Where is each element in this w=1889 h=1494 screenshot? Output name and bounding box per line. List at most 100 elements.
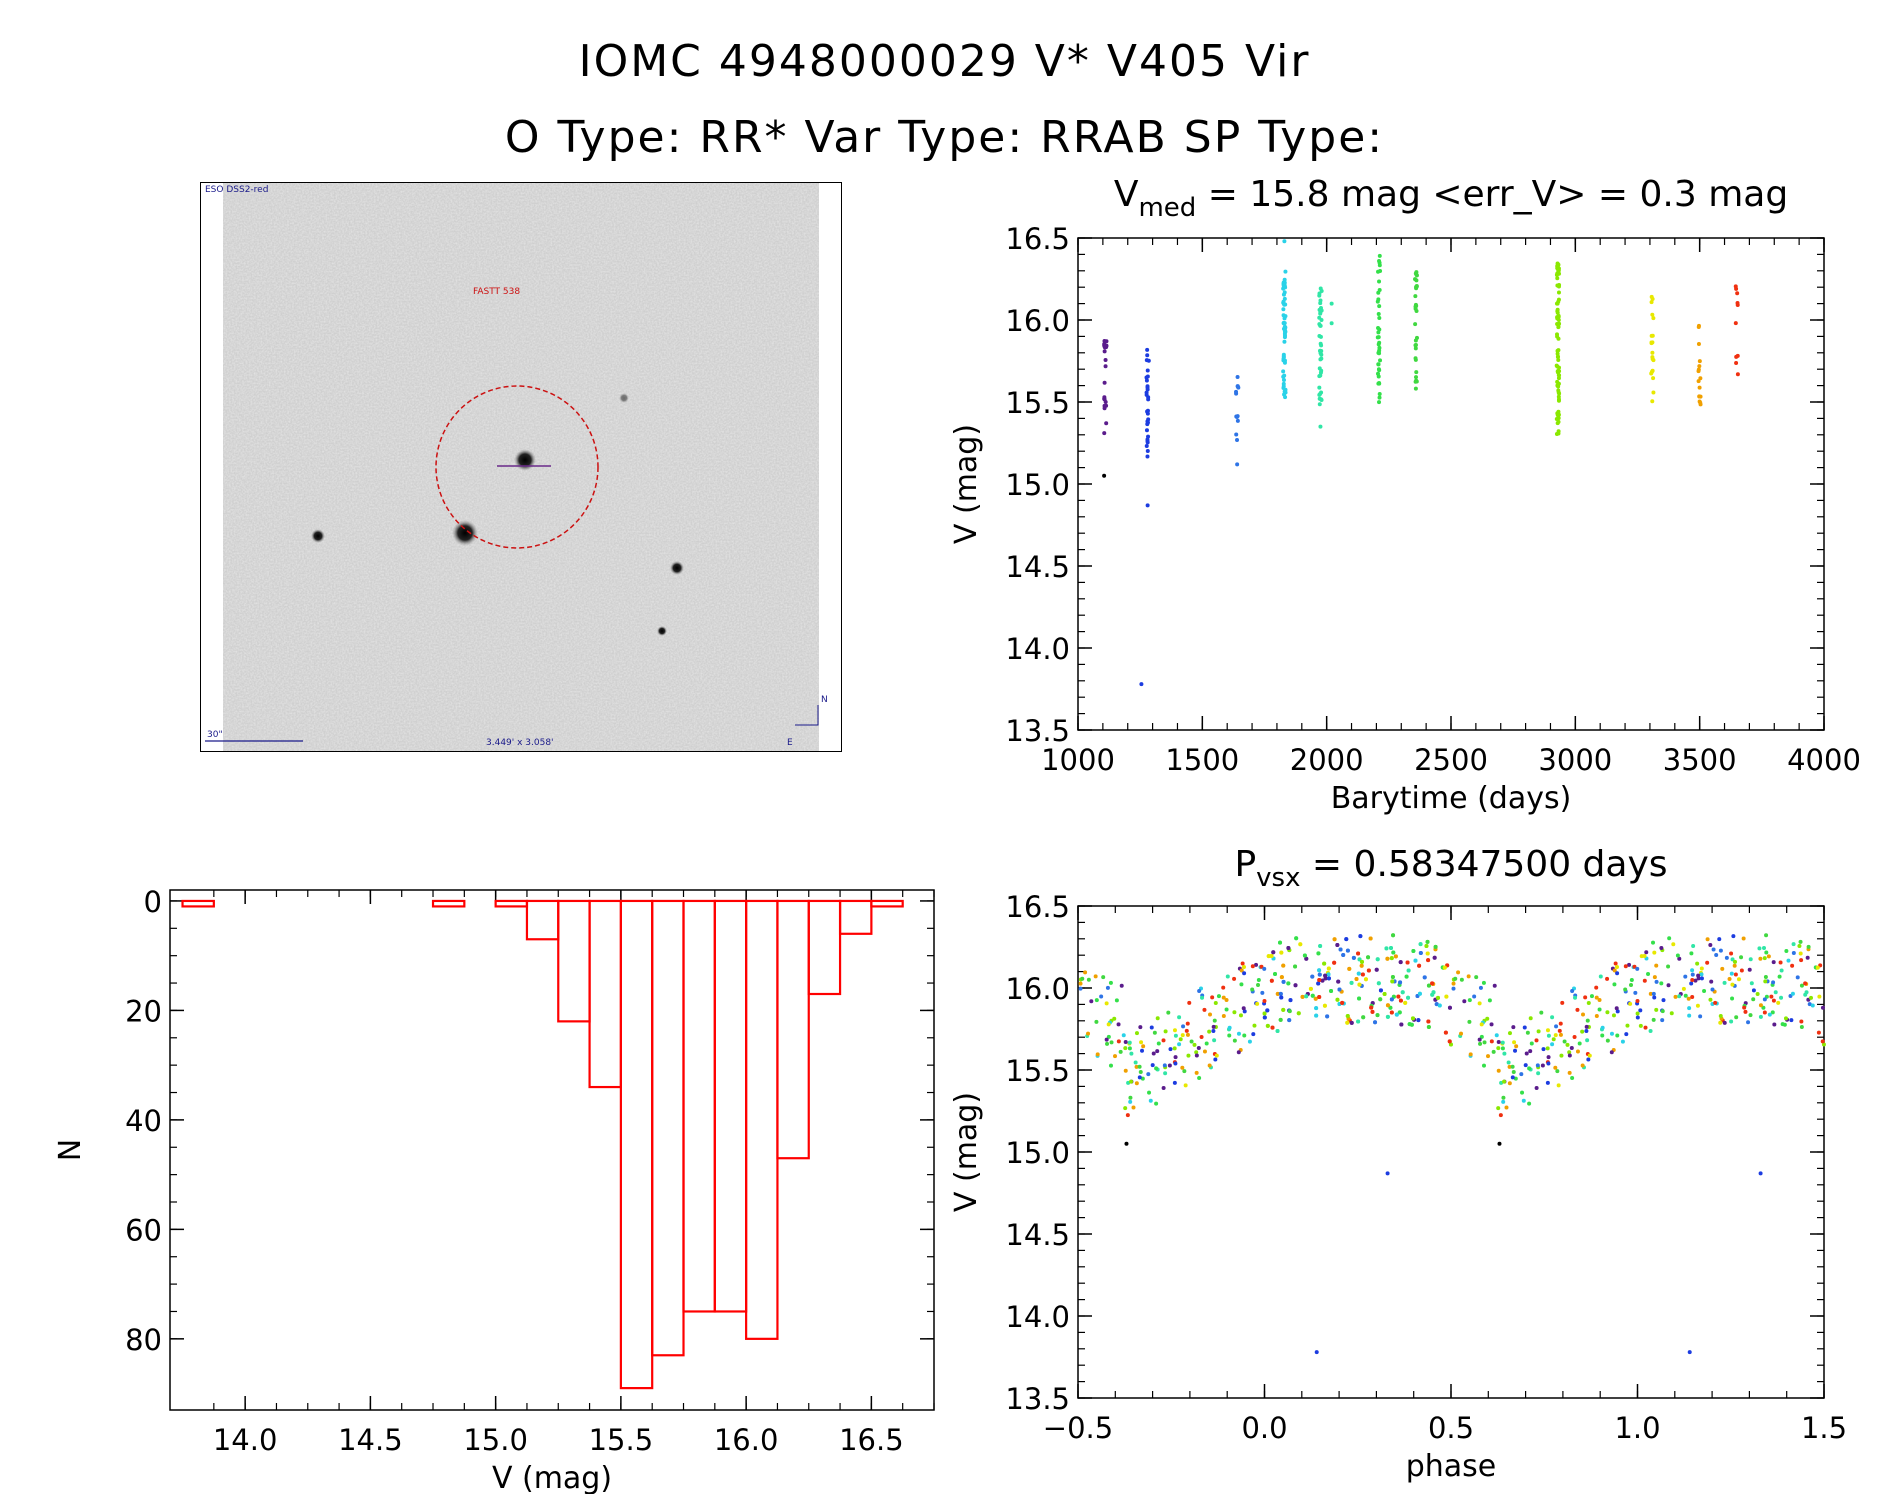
data-point xyxy=(1659,981,1664,986)
data-point xyxy=(1448,1042,1453,1047)
data-point xyxy=(1149,1025,1154,1030)
data-point xyxy=(1478,985,1483,990)
x-tick-label: 15.0 xyxy=(463,1423,528,1457)
data-point xyxy=(1799,958,1804,963)
data-point xyxy=(1803,981,1808,986)
data-point xyxy=(1687,1006,1692,1011)
histogram-bar xyxy=(619,899,654,1390)
data-point xyxy=(1398,960,1403,965)
data-point xyxy=(1550,1015,1555,1020)
data-point xyxy=(1629,978,1634,983)
data-point xyxy=(1388,1005,1393,1010)
data-point xyxy=(1140,1048,1145,1053)
data-point xyxy=(1376,326,1381,331)
data-point xyxy=(1375,1013,1380,1018)
data-point xyxy=(1282,239,1287,244)
data-point xyxy=(1101,975,1106,980)
data-point xyxy=(1146,358,1151,363)
x-tick-label: 16.0 xyxy=(714,1423,779,1457)
data-point xyxy=(1500,1040,1505,1045)
data-point xyxy=(1729,971,1734,976)
data-point xyxy=(1241,1006,1246,1011)
data-point xyxy=(1366,955,1371,960)
star xyxy=(657,626,667,636)
data-point xyxy=(1134,1081,1139,1086)
data-point xyxy=(1496,1046,1501,1051)
data-point xyxy=(1597,1007,1602,1012)
data-point xyxy=(1287,1009,1292,1014)
data-point xyxy=(1539,1010,1544,1015)
data-point xyxy=(1691,943,1696,948)
data-point xyxy=(1683,993,1688,998)
data-point xyxy=(1487,998,1492,1003)
data-point xyxy=(1173,1061,1178,1066)
data-point xyxy=(1144,375,1149,380)
data-point xyxy=(1340,1000,1345,1005)
data-point xyxy=(1326,972,1331,977)
data-point xyxy=(1492,983,1497,988)
data-point xyxy=(1145,503,1150,508)
data-point xyxy=(1535,1063,1540,1068)
data-point xyxy=(1281,299,1286,304)
data-point xyxy=(1620,1039,1625,1044)
data-point xyxy=(1282,324,1287,329)
data-point xyxy=(1806,944,1811,949)
data-point xyxy=(1573,995,1578,1000)
data-point xyxy=(1099,994,1104,999)
data-point xyxy=(1202,1007,1207,1012)
compass-n-label: N xyxy=(821,695,828,705)
data-point xyxy=(1798,951,1803,956)
data-point xyxy=(1389,997,1394,1002)
data-point xyxy=(1236,1031,1241,1036)
data-point xyxy=(1227,1033,1232,1038)
data-point xyxy=(1161,1038,1166,1043)
data-point xyxy=(1554,363,1559,368)
data-point xyxy=(1734,1015,1739,1020)
data-point xyxy=(1654,979,1659,984)
data-point xyxy=(1550,1042,1555,1047)
data-point xyxy=(1556,354,1561,359)
data-point xyxy=(1790,963,1795,968)
data-point xyxy=(1317,972,1322,977)
lightcurve-chart: 1000 1500 2000 2500 3000 3500 4000 13.5 14.0 14.5… xyxy=(949,174,1861,816)
data-point xyxy=(1262,998,1267,1003)
data-point xyxy=(1177,1042,1182,1047)
data-point xyxy=(1615,1033,1620,1038)
data-point xyxy=(1318,392,1323,397)
data-point xyxy=(1078,981,1083,986)
data-point xyxy=(1366,968,1371,973)
data-point xyxy=(1584,1028,1589,1033)
data-point xyxy=(1108,1063,1113,1068)
data-point xyxy=(1556,357,1561,362)
data-point xyxy=(1389,1010,1394,1015)
data-point xyxy=(1181,1024,1186,1029)
data-point xyxy=(1131,1105,1136,1110)
data-point xyxy=(1409,1022,1414,1027)
data-point xyxy=(1166,1010,1171,1015)
data-point xyxy=(1345,948,1350,953)
data-point xyxy=(1468,1052,1473,1057)
data-point xyxy=(1123,1046,1128,1051)
data-point xyxy=(1422,975,1427,980)
data-point xyxy=(1638,1008,1643,1013)
fov-label: 3.449' x 3.058' xyxy=(486,738,554,748)
data-point xyxy=(1697,359,1702,364)
data-point xyxy=(1749,981,1754,986)
data-point xyxy=(1763,974,1768,979)
data-point xyxy=(1758,1014,1763,1019)
data-point xyxy=(1782,1022,1787,1027)
data-point xyxy=(1377,304,1382,309)
data-point xyxy=(1556,429,1561,434)
data-point xyxy=(1213,1057,1218,1062)
data-point xyxy=(1584,1024,1589,1029)
data-point xyxy=(1242,965,1247,970)
data-point xyxy=(1146,397,1151,402)
data-point xyxy=(1385,1014,1390,1019)
data-point xyxy=(1648,991,1653,996)
data-point xyxy=(1270,1025,1275,1030)
data-point xyxy=(1376,374,1381,379)
data-point xyxy=(1650,312,1655,317)
data-point xyxy=(1545,1046,1550,1051)
data-point xyxy=(1413,294,1418,299)
data-point xyxy=(1329,301,1334,306)
